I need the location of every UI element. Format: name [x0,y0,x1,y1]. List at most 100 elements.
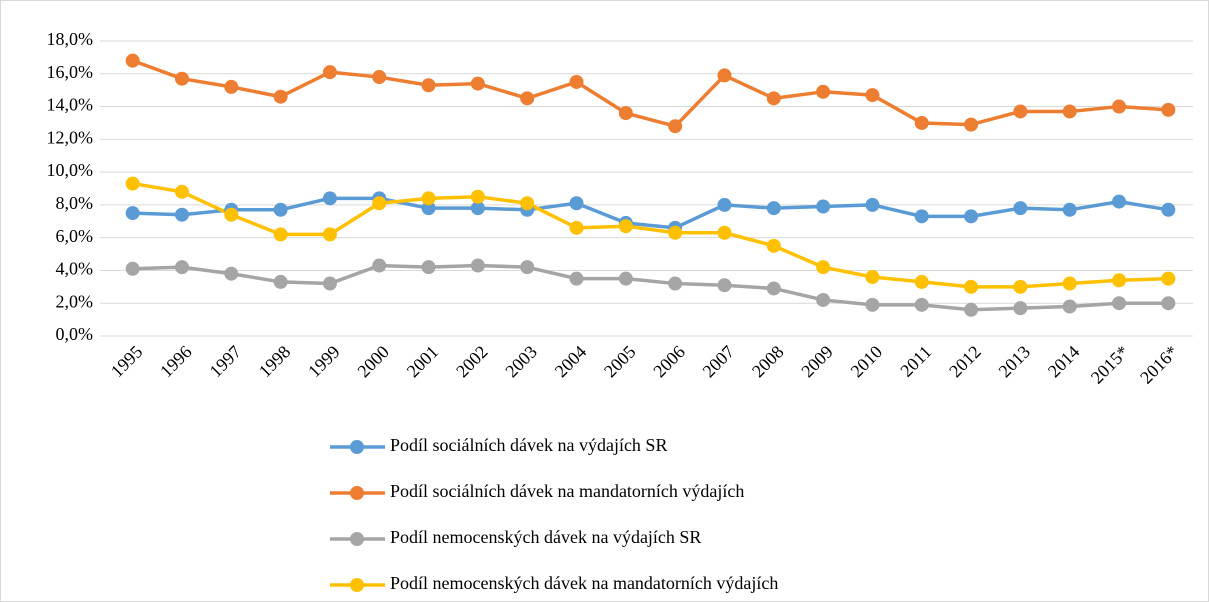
point [421,78,436,93]
y-tick-label: 12,0% [47,127,94,147]
point [322,191,337,206]
point [174,184,189,199]
series-line [132,196,1169,230]
legend-marker [350,440,364,454]
point [322,276,337,291]
point [816,84,831,99]
point [717,225,732,240]
y-tick-label: 6,0% [56,226,94,246]
point [668,225,683,240]
point [520,196,535,211]
legend-marker [350,532,364,546]
point [1013,201,1028,216]
point [766,91,781,106]
point [618,106,633,121]
point [1062,104,1077,119]
point [816,199,831,214]
point [569,74,584,89]
point [569,271,584,286]
point [421,191,436,206]
point [470,76,485,91]
point [668,276,683,291]
point [174,207,189,222]
point [125,176,140,191]
point [865,88,880,103]
point [1112,273,1127,288]
point [125,53,140,68]
point [766,281,781,296]
point [174,260,189,275]
point [470,258,485,273]
point [372,196,387,211]
point [470,201,485,216]
point [1062,299,1077,314]
point [470,189,485,204]
point [520,260,535,275]
point [224,79,239,94]
point [224,207,239,222]
series-line [132,263,1169,312]
point [668,119,683,134]
y-tick-label: 14,0% [47,95,94,115]
point [1112,99,1127,114]
point [322,227,337,242]
y-tick-label: 8,0% [56,193,94,213]
point [964,279,979,294]
point [618,219,633,234]
legend-label: Podíl sociálních dávek na mandatorních v… [390,481,744,501]
point [618,271,633,286]
point [1013,279,1028,294]
point [865,270,880,284]
point [914,115,929,130]
point [964,209,979,224]
point [224,266,239,281]
point [766,238,781,253]
point [372,70,387,85]
series-line [132,59,1169,128]
y-tick-label: 4,0% [56,259,94,279]
series-line [132,181,1169,289]
legend-label: Podíl sociálních dávek na výdajích SR [390,435,667,455]
point [1013,104,1028,119]
point [174,71,189,86]
point [964,302,979,317]
point [914,297,929,312]
point [1112,296,1127,311]
point [964,117,979,132]
point [1062,202,1077,217]
point [421,201,436,216]
point [421,260,436,275]
point [372,258,387,273]
point [125,261,140,276]
legend-marker [350,578,364,592]
legend-label: Podíl nemocenských dávek na mandatorních… [390,573,778,593]
y-tick-label: 2,0% [56,291,94,311]
point [125,206,140,221]
point [1161,271,1176,286]
point [1112,194,1127,209]
point [816,260,831,275]
point [1062,276,1077,291]
y-tick-label: 18,0% [47,29,94,49]
y-tick-label: 16,0% [47,62,94,82]
point [865,197,880,212]
point [816,292,831,307]
point [569,196,584,211]
point [569,220,584,235]
point [717,68,732,83]
point [520,91,535,106]
point [914,209,929,224]
point [1161,102,1176,117]
point [914,274,929,289]
legend-label: Podíl nemocenských dávek na výdajích SR [390,527,701,547]
point [766,201,781,216]
point [273,274,288,289]
point [1161,202,1176,217]
point [273,202,288,217]
y-tick-label: 10,0% [47,160,94,180]
point [1013,301,1028,316]
legend-marker [350,486,364,500]
point [717,278,732,293]
